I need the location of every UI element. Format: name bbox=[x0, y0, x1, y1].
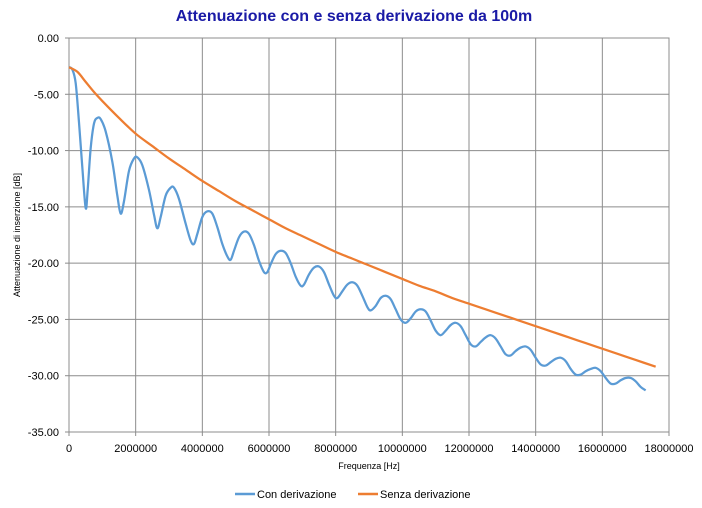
series-line-con-derivazione bbox=[68, 66, 647, 392]
legend-entry-senza-derivazione: Senza derivazione bbox=[358, 489, 471, 501]
y-tick-label: 0.00 bbox=[38, 33, 59, 45]
series-layer bbox=[68, 66, 657, 392]
x-tick-label: 6000000 bbox=[248, 443, 291, 455]
legend: Con derivazione Senza derivazione bbox=[235, 489, 471, 501]
y-tick-label: -35.00 bbox=[28, 427, 59, 439]
y-tick-label: -15.00 bbox=[28, 202, 59, 214]
series-line-senza-derivazione bbox=[68, 66, 657, 368]
x-tick-label: 10000000 bbox=[378, 443, 427, 455]
x-tick-label: 18000000 bbox=[645, 443, 694, 455]
y-tick-label: -30.00 bbox=[28, 371, 59, 383]
x-tick-label: 16000000 bbox=[578, 443, 627, 455]
legend-entry-con-derivazione: Con derivazione bbox=[235, 489, 337, 501]
x-tick-label: 12000000 bbox=[445, 443, 494, 455]
y-tick-label: -20.00 bbox=[28, 258, 59, 270]
x-tick-label: 4000000 bbox=[181, 443, 224, 455]
y-tick-label: -10.00 bbox=[28, 146, 59, 158]
chart-title: Attenuazione con e senza derivazione da … bbox=[176, 8, 533, 25]
y-axis-label: Attenuazione di inserzione [dB] bbox=[12, 173, 22, 297]
x-tick-label: 14000000 bbox=[511, 443, 560, 455]
axes: 0.00 -5.00 -10.00 -15.00 -20.00 -25.00 -30.00 -… bbox=[28, 33, 694, 455]
x-tick-label: 2000000 bbox=[114, 443, 157, 455]
plot-area bbox=[68, 37, 670, 433]
legend-label: Senza derivazione bbox=[380, 489, 471, 501]
x-tick-label: 8000000 bbox=[314, 443, 357, 455]
y-tick-label: -25.00 bbox=[28, 314, 59, 326]
y-tick-label: -5.00 bbox=[34, 89, 59, 101]
x-axis-label: Frequenza [Hz] bbox=[338, 461, 400, 471]
x-tick-label: 0 bbox=[66, 443, 72, 455]
legend-label: Con derivazione bbox=[257, 489, 337, 501]
grid bbox=[68, 37, 670, 433]
